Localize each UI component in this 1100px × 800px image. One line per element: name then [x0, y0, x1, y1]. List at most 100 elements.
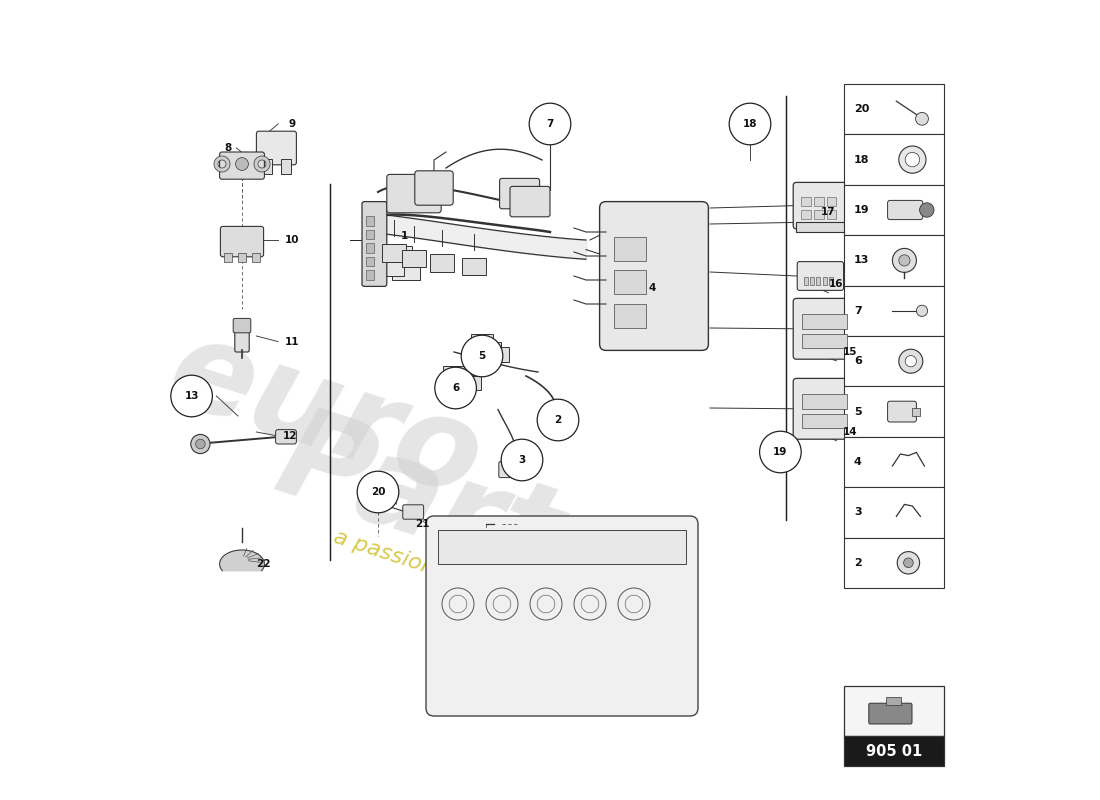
Bar	[845, 84, 945, 134]
FancyBboxPatch shape	[510, 186, 550, 217]
FancyBboxPatch shape	[234, 326, 250, 352]
Bar	[912, 407, 921, 416]
Text: 20: 20	[854, 104, 869, 114]
FancyBboxPatch shape	[793, 182, 854, 229]
Polygon shape	[220, 550, 264, 570]
Bar	[827, 210, 836, 219]
Text: 13: 13	[854, 255, 869, 266]
FancyBboxPatch shape	[415, 170, 453, 205]
Circle shape	[916, 305, 927, 316]
Text: 18: 18	[854, 154, 869, 165]
Text: 2: 2	[554, 415, 562, 425]
Circle shape	[170, 375, 212, 417]
FancyBboxPatch shape	[256, 131, 296, 165]
Text: 11: 11	[285, 337, 299, 346]
Circle shape	[196, 439, 206, 449]
Text: 5: 5	[854, 406, 861, 417]
Bar	[845, 538, 945, 588]
FancyBboxPatch shape	[276, 430, 296, 444]
Circle shape	[529, 103, 571, 145]
Bar	[402, 250, 426, 267]
Bar	[801, 197, 811, 206]
FancyBboxPatch shape	[498, 462, 522, 478]
Circle shape	[905, 355, 916, 366]
Bar	[816, 277, 821, 285]
Bar	[282, 159, 290, 174]
Circle shape	[899, 254, 910, 266]
FancyBboxPatch shape	[387, 174, 441, 213]
FancyBboxPatch shape	[793, 298, 856, 359]
FancyBboxPatch shape	[499, 178, 540, 209]
Bar	[382, 244, 406, 262]
Text: 19: 19	[773, 447, 788, 457]
Text: 7: 7	[547, 119, 553, 129]
Text: 6: 6	[452, 383, 459, 393]
FancyBboxPatch shape	[869, 703, 912, 724]
Wedge shape	[214, 156, 230, 172]
Bar	[802, 314, 847, 329]
Bar	[829, 277, 833, 285]
Bar	[845, 134, 945, 185]
Text: 17: 17	[821, 207, 836, 217]
FancyBboxPatch shape	[600, 202, 708, 350]
Bar	[384, 246, 412, 260]
Bar	[887, 697, 901, 705]
Bar	[823, 277, 827, 285]
Circle shape	[537, 399, 579, 441]
Bar	[802, 334, 847, 348]
Bar	[814, 197, 824, 206]
FancyBboxPatch shape	[220, 226, 264, 257]
Bar	[845, 386, 945, 437]
Circle shape	[898, 551, 920, 574]
Circle shape	[760, 431, 801, 473]
FancyBboxPatch shape	[793, 378, 856, 439]
Bar	[845, 185, 945, 235]
Bar	[796, 222, 850, 232]
Text: 4: 4	[649, 283, 656, 293]
Bar	[845, 736, 945, 766]
Text: 905 01: 905 01	[867, 744, 923, 758]
Circle shape	[899, 146, 926, 173]
Bar	[366, 216, 374, 226]
Text: euro: euro	[154, 309, 497, 523]
Text: 20: 20	[371, 487, 385, 497]
FancyBboxPatch shape	[888, 401, 916, 422]
Bar	[804, 277, 807, 285]
Text: 1: 1	[400, 231, 408, 241]
Text: 22: 22	[256, 559, 271, 569]
FancyBboxPatch shape	[798, 262, 844, 290]
Text: 3: 3	[854, 507, 861, 518]
Circle shape	[892, 248, 916, 272]
Bar	[845, 487, 945, 538]
Bar	[366, 257, 374, 266]
Text: 16: 16	[829, 279, 844, 289]
Text: Parts: Parts	[262, 398, 646, 626]
Bar	[487, 347, 509, 362]
FancyBboxPatch shape	[362, 202, 387, 286]
Text: 21: 21	[415, 519, 429, 529]
Bar	[478, 342, 502, 356]
Bar	[392, 266, 420, 280]
Circle shape	[915, 112, 928, 125]
FancyBboxPatch shape	[233, 318, 251, 333]
Text: 5: 5	[478, 351, 485, 361]
Text: 7: 7	[854, 306, 861, 316]
Circle shape	[899, 349, 923, 373]
Text: 18: 18	[742, 119, 757, 129]
Text: 19: 19	[854, 205, 870, 215]
FancyBboxPatch shape	[888, 200, 923, 219]
Bar	[430, 254, 454, 272]
FancyBboxPatch shape	[220, 152, 264, 179]
Bar	[845, 686, 945, 736]
Bar	[801, 210, 811, 219]
Bar	[845, 336, 945, 386]
Circle shape	[434, 367, 476, 409]
Bar	[614, 304, 646, 328]
Circle shape	[190, 434, 210, 454]
Circle shape	[370, 496, 386, 512]
Bar	[443, 366, 465, 380]
Circle shape	[235, 158, 249, 170]
Wedge shape	[254, 156, 270, 172]
Text: 3: 3	[518, 455, 526, 465]
Circle shape	[461, 335, 503, 377]
